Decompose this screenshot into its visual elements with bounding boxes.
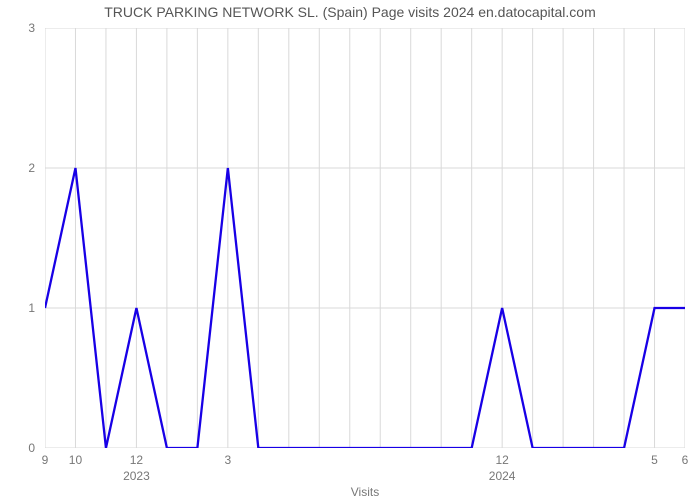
chart-title: TRUCK PARKING NETWORK SL. (Spain) Page v… [0, 4, 700, 20]
x-year-label: 2023 [123, 469, 150, 483]
x-tick-label: 10 [69, 453, 83, 467]
x-tick-label: 12 [495, 453, 509, 467]
y-tick-label: 3 [28, 21, 35, 35]
x-tick-label: 9 [42, 453, 49, 467]
x-axis-title: Visits [351, 485, 379, 499]
x-tick-label: 5 [651, 453, 658, 467]
x-tick-label: 3 [225, 453, 232, 467]
x-tick-label: 6 [682, 453, 689, 467]
x-year-label: 2024 [489, 469, 516, 483]
y-tick-label: 1 [28, 301, 35, 315]
visits-line-chart [45, 28, 685, 448]
y-tick-label: 2 [28, 161, 35, 175]
y-tick-label: 0 [28, 441, 35, 455]
x-tick-label: 12 [130, 453, 144, 467]
